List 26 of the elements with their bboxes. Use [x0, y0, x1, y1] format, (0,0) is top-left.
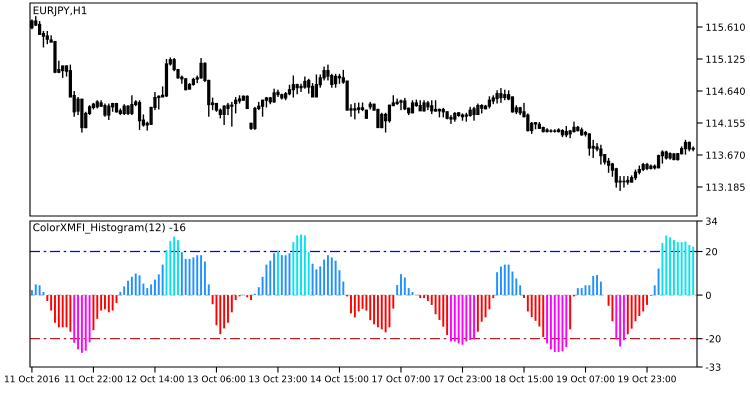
y-tick-label: 0	[706, 292, 711, 299]
x-tick-label: 13 Oct 06:00	[188, 375, 246, 382]
y-tick-label: 115.610	[706, 23, 745, 31]
candlestick	[672, 152, 676, 161]
y-tick-label: 114.155	[706, 120, 745, 127]
y-tick-label: 34	[706, 217, 718, 225]
y-tick-label: 115.125	[706, 55, 745, 63]
x-tick-label: 19 Oct 23:00	[618, 375, 676, 382]
x-tick-label: 11 Oct 22:00	[65, 375, 122, 382]
x-tick-label: 18 Oct 15:00	[496, 375, 553, 382]
y-tick-label: 113.185	[706, 183, 745, 191]
x-tick-label: 13 Oct 23:00	[250, 375, 307, 382]
x-tick-label: 17 Oct 23:00	[434, 375, 492, 382]
y-tick-label: -33	[706, 363, 720, 371]
x-tick-label: 17 Oct 07:00	[372, 375, 430, 382]
chart-title: ColorXMFI_Histogram(12) -16	[33, 223, 186, 234]
chart-title: EURJPY,H1	[34, 6, 86, 16]
x-tick-label: 14 Oct 15:00	[311, 375, 368, 382]
candlestick	[184, 77, 188, 92]
y-tick-label: 20	[706, 248, 718, 256]
x-tick-label: 12 Oct 14:00	[126, 375, 184, 382]
y-tick-label: 114.640	[706, 87, 745, 95]
y-tick-label: 113.670	[706, 151, 745, 159]
x-tick-label: 11 Oct 2016	[5, 375, 60, 382]
x-tick-label: 19 Oct 07:00	[557, 375, 614, 382]
y-tick-label: -20	[706, 335, 721, 343]
